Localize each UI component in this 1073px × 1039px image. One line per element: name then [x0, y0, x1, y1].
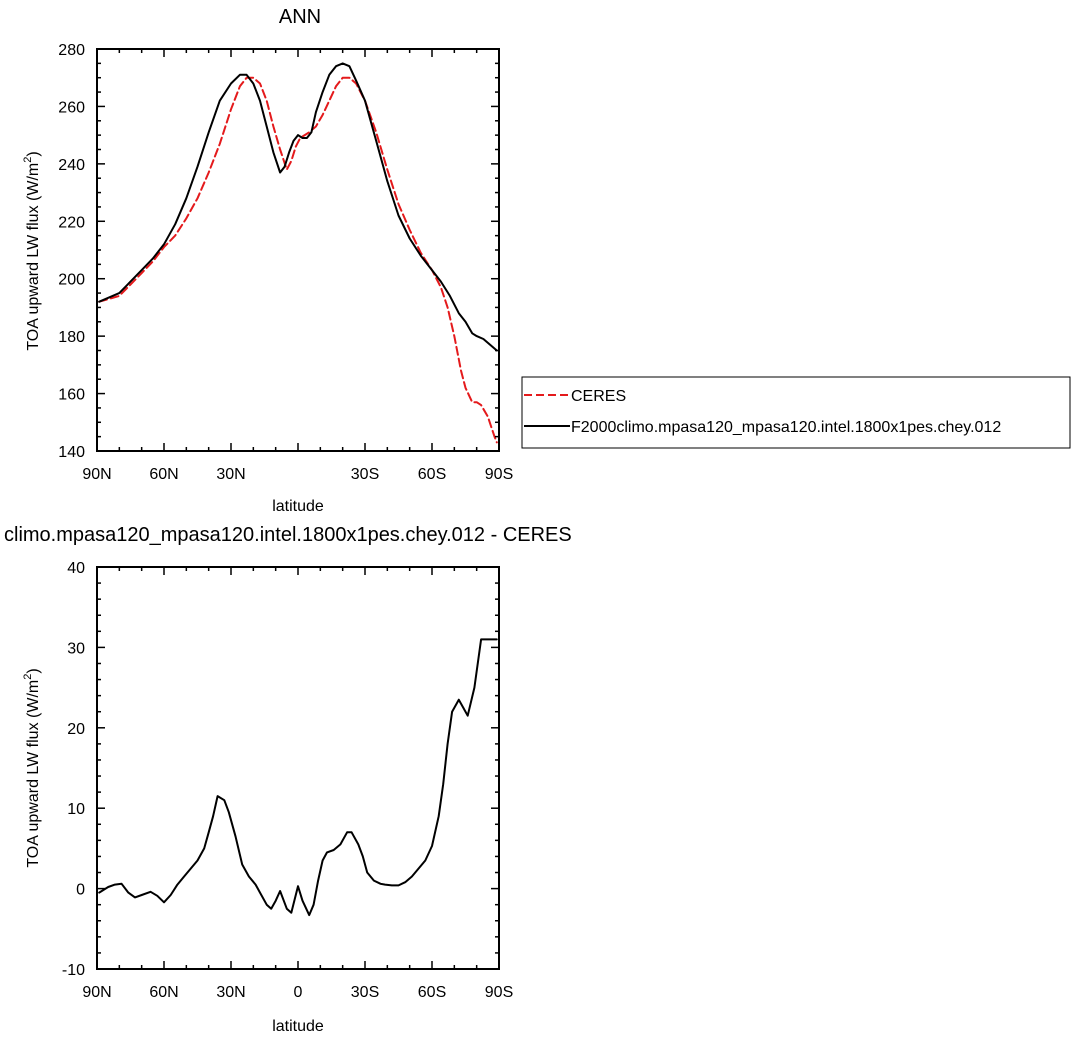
bottom-x-tick-label: 30N [216, 984, 245, 1001]
top-x-tick-label: 60N [149, 466, 178, 483]
bottom-chart-title: climo.mpasa120_mpasa120.intel.1800x1pes.… [4, 524, 572, 546]
top-ticks-layer: 90N 60N 30N 30S 60S 90S 140 160 180 200 220 240 260 2… [58, 42, 513, 483]
bottom-x-tick-label: 60S [418, 984, 446, 1001]
bottom-plot-frame [96, 566, 500, 970]
bottom-y-axis-label: TOA upward LW flux (W/m2) [22, 668, 42, 867]
bottom-series-layer [98, 638, 498, 917]
bottom-panel: climo.mpasa120_mpasa120.intel.1800x1pes.… [4, 524, 572, 1035]
top-y-tick-label: 260 [58, 99, 85, 116]
top-series-line-ceres [98, 76, 498, 444]
bottom-y-tick-label: -10 [62, 962, 85, 979]
legend-label-ceres: CERES [571, 388, 626, 405]
bottom-x-tick-label: 30S [351, 984, 379, 1001]
top-x-tick-label: 60S [418, 466, 446, 483]
bottom-x-tick-label: 60N [149, 984, 178, 1001]
legend-label-model: F2000climo.mpasa120_mpasa120.intel.1800x… [571, 419, 1001, 436]
top-y-tick-label: 140 [58, 444, 85, 461]
bottom-series-line-difference [98, 638, 498, 917]
bottom-y-tick-label: 20 [67, 721, 85, 738]
top-series-layer [98, 62, 498, 444]
bottom-y-tick-label: 40 [67, 560, 85, 577]
top-y-tick-label: 240 [58, 157, 85, 174]
bottom-x-tick-label: 90S [485, 984, 513, 1001]
top-y-tick-label: 200 [58, 272, 85, 289]
bottom-y-tick-label: 10 [67, 801, 85, 818]
bottom-x-tick-label: 0 [294, 984, 303, 1001]
bottom-y-tick-label: 0 [76, 882, 85, 899]
bottom-x-axis-label: latitude [272, 1018, 324, 1035]
bottom-ticks-layer: 90N 60N 30N 0 30S 60S 90S -10 0 10 20 30 40 [62, 560, 513, 1001]
top-chart-title: ANN [279, 6, 321, 28]
top-x-axis-label: latitude [272, 498, 324, 515]
top-y-tick-label: 160 [58, 387, 85, 404]
top-panel: ANN 90N 60N 30N 30S 60S 90S 140 160 180 200 220 240… [22, 6, 1071, 515]
top-y-axis-label: TOA upward LW flux (W/m2) [22, 151, 42, 350]
top-x-tick-label: 30N [216, 466, 245, 483]
top-y-tick-label: 280 [58, 42, 85, 59]
top-series-line-f2000climo [98, 62, 498, 352]
bottom-x-tick-label: 90N [82, 984, 111, 1001]
top-x-tick-label: 90N [82, 466, 111, 483]
legend: CERES F2000climo.mpasa120_mpasa120.intel… [521, 376, 1071, 449]
top-y-tick-label: 220 [58, 214, 85, 231]
legend-frame [521, 376, 1071, 449]
top-x-tick-label: 30S [351, 466, 379, 483]
top-y-tick-label: 180 [58, 329, 85, 346]
bottom-y-tick-label: 30 [67, 640, 85, 657]
top-plot-frame [96, 48, 500, 452]
top-x-tick-label: 90S [485, 466, 513, 483]
